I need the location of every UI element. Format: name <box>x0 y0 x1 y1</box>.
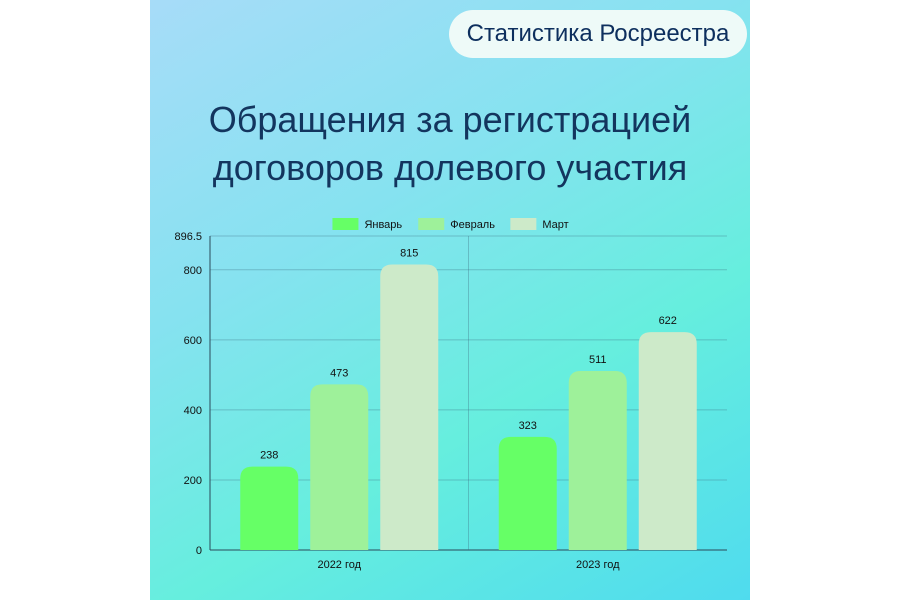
bar-value-label: 323 <box>519 420 537 432</box>
y-tick-label: 800 <box>184 265 202 277</box>
y-tick-label: 400 <box>184 405 202 417</box>
legend-swatch <box>418 218 445 230</box>
x-category-label: 2023 год <box>576 559 620 571</box>
bar <box>310 384 369 550</box>
bar <box>638 332 697 550</box>
bar-value-label: 511 <box>589 354 607 366</box>
title-line-2: договоров долевого участия <box>212 147 688 188</box>
bar-value-label: 622 <box>659 315 677 327</box>
bar-chart: 0 200 400 600 800 896.5 238 473 815 2022 год 323 51… <box>174 218 727 571</box>
source-badge: Статистика Росреестра <box>449 10 747 58</box>
page-title: Обращения за регистрацией договоров доле… <box>150 96 750 192</box>
legend-label: Февраль <box>450 219 495 231</box>
bar <box>568 371 627 550</box>
y-tick-label: 600 <box>184 335 202 347</box>
legend-label: Март <box>542 219 568 231</box>
bar-value-label: 473 <box>330 367 348 379</box>
source-badge-label: Статистика Росреестра <box>466 20 730 47</box>
legend-swatch <box>510 218 537 230</box>
bar <box>498 436 557 550</box>
poster: Статистика Росреестра Обращения за регис… <box>150 0 750 600</box>
title-line-1: Обращения за регистрацией <box>208 99 692 140</box>
legend-label: Январь <box>364 219 402 231</box>
y-tick-label: 896.5 <box>174 231 202 243</box>
y-tick-label: 200 <box>184 475 202 487</box>
bar-value-label: 815 <box>400 248 418 260</box>
bar <box>380 264 439 550</box>
bar <box>240 466 299 550</box>
bar-value-label: 238 <box>260 450 278 462</box>
legend-swatch <box>332 218 359 230</box>
y-tick-label: 0 <box>196 545 202 557</box>
x-category-label: 2022 год <box>317 559 361 571</box>
